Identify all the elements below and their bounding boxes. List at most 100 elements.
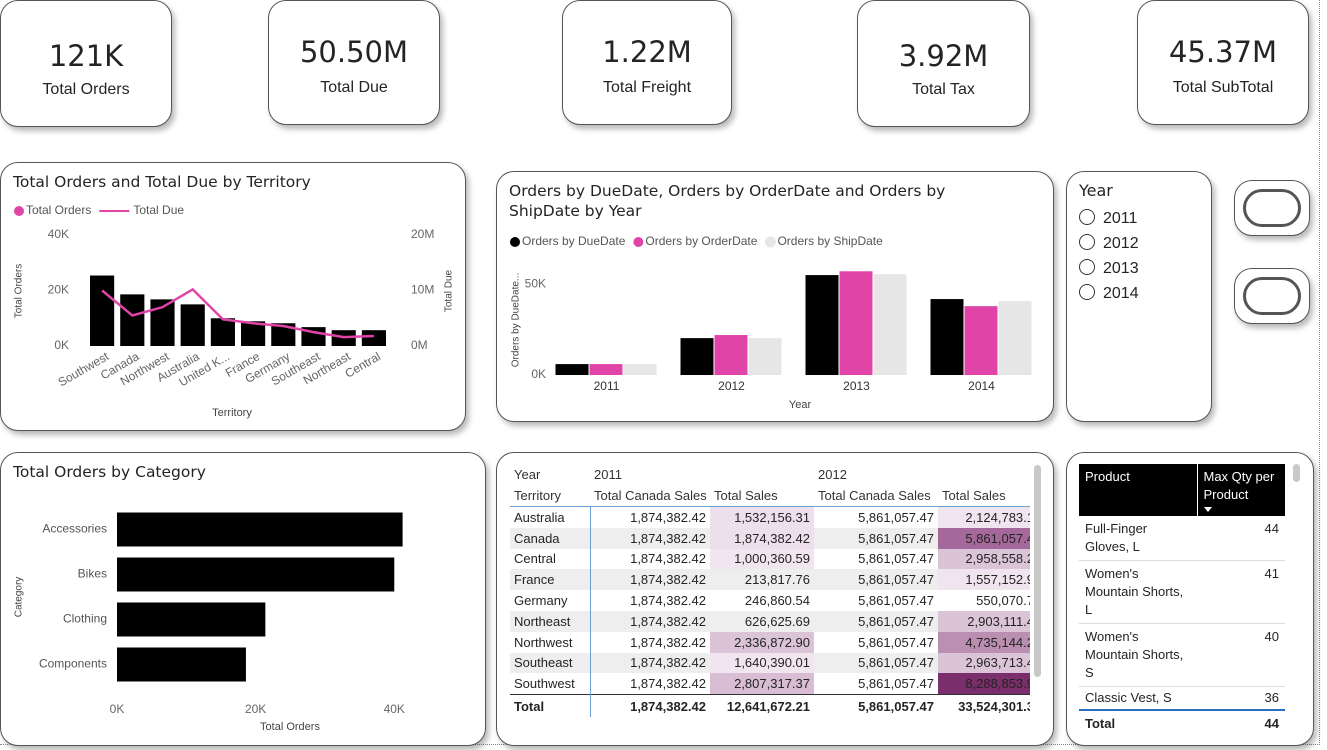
product-table: Product Max Qty per Product Full-Finger Gl…	[1066, 452, 1314, 746]
radio-label: 2012	[1103, 235, 1139, 252]
radio-label: 2013	[1103, 260, 1139, 277]
y-tick-label: 0K	[531, 367, 546, 381]
matrix: Year 2011 2012 Territory Total Canada Sales T…	[496, 452, 1054, 746]
legend-marker	[510, 237, 520, 247]
radio-circle	[1079, 259, 1095, 275]
x-tick-label: 2014	[968, 379, 995, 393]
x-tick-label: 2011	[594, 379, 620, 393]
bar	[271, 323, 296, 346]
kpi-value: 3.92M	[898, 39, 989, 73]
product-cell: Full-Finger Gloves, L	[1079, 516, 1197, 561]
bar	[361, 330, 386, 346]
row-label: Australia	[514, 509, 565, 525]
radio-label: 2014	[1103, 285, 1139, 302]
bar	[117, 647, 246, 682]
total-cell: 33,524,301.3	[938, 694, 1030, 718]
matrix-table: Year 2011 2012 Territory Total Canada Sales T…	[510, 464, 1030, 718]
qty-cell: 36	[1197, 686, 1285, 711]
total-cell: 12,641,672.21	[710, 694, 814, 718]
kpi-card: 1.22M Total Freight	[562, 0, 732, 125]
bar	[748, 338, 782, 375]
matrix-row: Southeast 1,874,382.42 1,640,390.01 5,861,0…	[510, 652, 1030, 674]
y-axis-title: Orders by DueDate...	[511, 273, 522, 367]
measure-header: Total Canada Sales	[594, 488, 707, 503]
slicer-option[interactable]: 2011	[1079, 209, 1137, 228]
y-tick-label: 0K	[54, 338, 69, 352]
y2-tick-label: 0M	[411, 338, 428, 352]
line-series	[101, 287, 374, 339]
matrix-cell: 5,861,057.47	[858, 655, 934, 671]
matrix-row: Central 1,874,382.42 1,000,360.59 5,861,057…	[510, 548, 1030, 570]
chart-title: Orders by DueDate, Orders by OrderDate a…	[509, 182, 946, 220]
scrollbar	[1293, 464, 1300, 482]
matrix-cell: 5,861,057.47	[858, 530, 934, 546]
y-tick-label: 40K	[48, 227, 69, 241]
total-cell: 5,861,057.47	[814, 694, 938, 718]
bar	[120, 294, 145, 346]
matrix-cell: 2,807,317.37	[710, 673, 814, 695]
bar	[839, 271, 873, 375]
bar	[210, 318, 235, 346]
header-row: Territory Total Canada Sales Total Sales To…	[510, 485, 1030, 507]
toggle-button[interactable]	[1234, 180, 1310, 236]
matrix-cell: 1,557,152.9	[938, 569, 1030, 591]
row-label: Germany	[514, 593, 568, 609]
matrix-cell: 1,874,382.42	[589, 569, 710, 591]
y2-tick-label: 10M	[411, 283, 434, 297]
slicer-option[interactable]: 2012	[1079, 234, 1139, 253]
total-row: Total 44	[1079, 709, 1285, 737]
bar	[930, 299, 964, 375]
matrix-body: Year 2011 2012 Territory Total Canada Sales T…	[510, 464, 1030, 718]
legend-label: Orders by DueDate	[522, 234, 626, 248]
x-tick-label: 20K	[245, 702, 266, 716]
bar	[873, 274, 907, 375]
bar	[90, 275, 115, 346]
bar	[680, 338, 714, 375]
matrix-cell: 2,958,558.2	[938, 548, 1030, 570]
product-cell: Women's Mountain Shorts, S	[1079, 623, 1197, 687]
matrix-row: France 1,874,382.42 213,817.76 5,861,057.47…	[510, 569, 1030, 591]
kpi-card: 45.37M Total SubTotal	[1137, 0, 1309, 125]
matrix-cell: 5,861,057.47	[858, 593, 934, 609]
legend-label: Total Orders	[26, 203, 91, 217]
toggle-button[interactable]	[1234, 268, 1310, 324]
product-cell: Classic Vest, S	[1079, 686, 1197, 711]
matrix-cell: 1,874,382.42	[589, 590, 710, 611]
x-axis-title: Territory	[212, 407, 252, 419]
matrix-cell: 1,874,382.42	[710, 527, 814, 549]
total-cell: 1,874,382.42	[589, 694, 710, 718]
y-tick-label: Components	[39, 657, 107, 671]
slicer-option[interactable]: 2014	[1079, 284, 1139, 303]
matrix-cell: 5,861,057.4	[938, 527, 1030, 549]
y-tick-label: 20K	[48, 283, 69, 297]
chart-title: Total Orders by Category	[13, 463, 206, 481]
matrix-cell: 550,070.7	[976, 593, 1030, 609]
y-tick-label: Accessories	[42, 522, 107, 536]
total-row: Total 1,874,382.42 12,641,672.21 5,861,057.…	[510, 694, 1030, 718]
toggle-shape	[1243, 277, 1301, 315]
y-tick-label: Bikes	[78, 567, 107, 581]
bar	[589, 364, 623, 375]
kpi-card: 50.50M Total Due	[268, 0, 440, 125]
bar	[998, 301, 1032, 375]
legend-marker	[633, 237, 644, 247]
matrix-cell: 1,640,390.01	[710, 652, 814, 674]
bar	[555, 364, 589, 375]
kpi-card: 3.92M Total Tax	[857, 0, 1030, 127]
legend-marker	[14, 206, 24, 216]
kpi-value: 121K	[48, 39, 124, 73]
radio-circle	[1079, 234, 1095, 250]
y-axis-title: Total Orders	[14, 264, 25, 318]
column-header: Max Qty per Product	[1197, 464, 1285, 516]
row-label: Canada	[514, 530, 560, 546]
matrix-cell: 1,874,382.42	[589, 610, 710, 632]
slicer-option[interactable]: 2013	[1079, 259, 1139, 278]
radio-circle	[1079, 284, 1095, 300]
chart-panel: 0K 20K 40K Accessories Bikes Clothing Componen…	[0, 452, 486, 746]
table-row: Classic Vest, S 36	[1079, 686, 1285, 711]
matrix-cell: 5,861,057.47	[858, 509, 934, 525]
matrix-row: Canada 1,874,382.42 1,874,382.42 5,861,057.…	[510, 527, 1030, 549]
y-axis-title: Category	[14, 577, 25, 618]
kpi-value: 45.37M	[1168, 35, 1278, 69]
chart-svg: Total Orders Total Due0K20K40K0M10M20MSou…	[14, 203, 455, 419]
